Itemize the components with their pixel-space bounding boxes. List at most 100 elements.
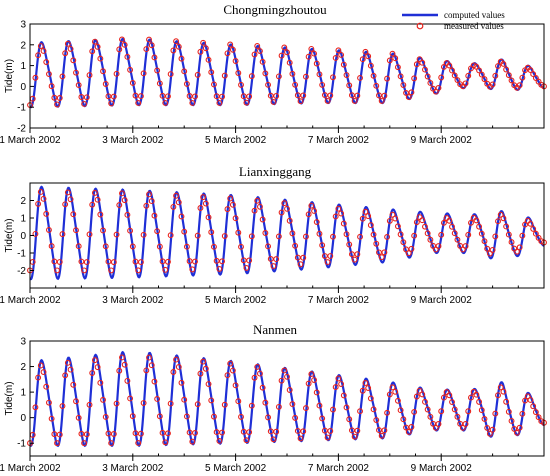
- measured-point: [386, 217, 393, 224]
- measured-point: [113, 231, 120, 238]
- measured-point: [97, 379, 104, 386]
- measured-point: [473, 63, 480, 70]
- measured-point: [527, 220, 534, 227]
- measured-point: [489, 247, 496, 253]
- measured-point: [254, 197, 261, 204]
- measured-point: [56, 259, 63, 265]
- measured-point: [273, 93, 280, 99]
- measured-point: [394, 64, 401, 71]
- measured-point: [97, 55, 104, 62]
- measured-point: [459, 424, 466, 431]
- measured-point: [45, 399, 52, 406]
- measured-point: [170, 369, 177, 375]
- measured-point: [278, 377, 285, 384]
- measured-point: [208, 69, 215, 76]
- measured-point: [257, 203, 263, 210]
- measured-point: [67, 366, 74, 373]
- measured-point: [178, 55, 185, 62]
- measured-point: [219, 93, 226, 100]
- measured-point: [381, 249, 388, 256]
- measured-point: [435, 243, 442, 250]
- measured-point: [505, 231, 512, 238]
- measured-point: [238, 243, 244, 250]
- measured-point: [59, 403, 66, 409]
- measured-point: [454, 77, 461, 84]
- measured-point: [281, 367, 288, 374]
- measured-point: [340, 61, 347, 68]
- measured-point: [495, 63, 501, 69]
- measured-point: [235, 398, 242, 405]
- measured-point: [197, 48, 204, 55]
- measured-point: [159, 429, 166, 436]
- measured-point: [216, 438, 223, 444]
- measured-point: [378, 254, 385, 261]
- measured-point: [335, 375, 342, 382]
- measured-point: [162, 266, 169, 273]
- measured-point: [289, 70, 296, 77]
- measured-point: [289, 401, 296, 407]
- measured-point: [432, 88, 439, 95]
- measured-point: [348, 92, 355, 99]
- measured-point: [110, 93, 117, 100]
- measured-point: [508, 77, 515, 84]
- measured-point: [273, 256, 280, 263]
- measured-point: [200, 39, 207, 46]
- y-tick-label: -1: [17, 103, 26, 114]
- measured-point: [446, 62, 453, 69]
- measured-point: [292, 242, 299, 249]
- measured-point: [376, 249, 382, 256]
- measured-point: [48, 243, 55, 250]
- measured-point: [151, 378, 158, 385]
- measured-point: [94, 364, 101, 371]
- measured-point: [143, 367, 150, 374]
- measured-point: [516, 82, 523, 89]
- measured-point: [370, 406, 377, 413]
- x-tick-label: 9 March 2002: [411, 295, 473, 306]
- measured-point: [267, 255, 274, 262]
- measured-point: [435, 421, 442, 427]
- measured-point: [373, 82, 380, 89]
- measured-point: [359, 387, 366, 394]
- measured-point: [100, 227, 106, 234]
- measured-point: [522, 397, 529, 404]
- measured-point: [64, 40, 71, 47]
- measured-point: [267, 92, 274, 99]
- measured-point: [365, 53, 372, 60]
- measured-point: [151, 54, 158, 61]
- panel-title: Lianxinggang: [239, 164, 312, 179]
- measured-point: [100, 396, 106, 403]
- plot-frame: [29, 340, 545, 457]
- measured-point: [495, 392, 501, 399]
- measured-point: [248, 73, 255, 80]
- measured-point: [89, 201, 96, 208]
- measured-point: [462, 421, 469, 427]
- x-tick-label: 3 March 2002: [102, 135, 164, 146]
- measured-point: [397, 407, 404, 414]
- legend-measured-marker: [416, 22, 424, 30]
- measured-point: [408, 424, 415, 430]
- measured-point: [35, 200, 42, 207]
- measured-point: [397, 73, 404, 80]
- measured-point: [211, 81, 217, 88]
- measured-point: [535, 414, 542, 421]
- measured-point: [484, 245, 491, 252]
- measured-point: [289, 230, 296, 237]
- measured-point: [270, 263, 277, 270]
- measured-point: [446, 217, 453, 224]
- measured-point: [227, 360, 234, 367]
- measured-point: [213, 257, 220, 264]
- measured-point: [438, 74, 445, 81]
- measured-point: [81, 100, 88, 107]
- measured-point: [284, 49, 290, 56]
- measured-point: [259, 58, 266, 65]
- y-axis-label: Tide(m): [4, 59, 15, 93]
- measured-point: [419, 59, 426, 66]
- y-tick-label: -2: [17, 124, 26, 135]
- measured-point: [313, 60, 320, 67]
- measured-point: [346, 82, 353, 89]
- measured-point: [324, 97, 331, 104]
- measured-point: [175, 199, 182, 206]
- measured-point: [211, 413, 217, 420]
- measured-point: [62, 50, 69, 57]
- measured-point: [265, 414, 272, 421]
